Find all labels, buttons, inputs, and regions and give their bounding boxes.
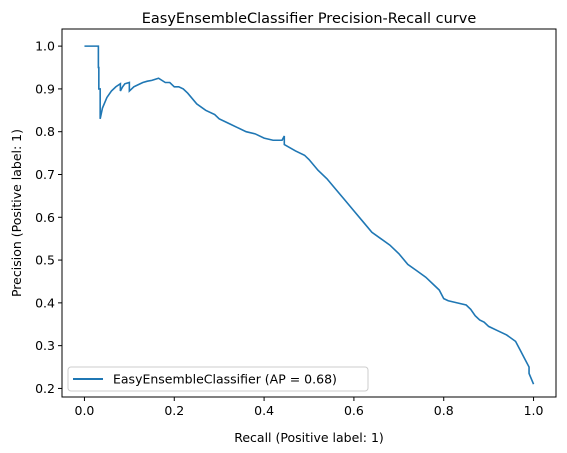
x-tick-label: 1.0 xyxy=(524,403,544,418)
x-tick-label: 0.2 xyxy=(164,403,184,418)
y-tick-label: 0.2 xyxy=(35,381,55,396)
y-tick-label: 0.4 xyxy=(35,295,55,310)
x-tick-label: 0.6 xyxy=(344,403,364,418)
series-layer xyxy=(84,45,535,385)
y-tick-label: 0.5 xyxy=(35,253,55,268)
y-tick-label: 0.6 xyxy=(35,210,55,225)
x-tick-label: 0.0 xyxy=(75,403,95,418)
y-tick-label: 0.9 xyxy=(35,81,55,96)
legend-label: EasyEnsembleClassifier (AP = 0.68) xyxy=(113,372,337,387)
x-tick-label: 0.8 xyxy=(434,403,454,418)
y-tick-label: 0.3 xyxy=(35,338,55,353)
x-axis: 0.0 0.2 0.4 0.6 0.8 1.0 xyxy=(75,397,544,418)
y-axis: 0.2 0.3 0.4 0.5 0.6 0.7 0.8 0.9 1.0 xyxy=(35,39,62,396)
y-tick-label: 1.0 xyxy=(35,39,55,54)
x-axis-title: Recall (Positive label: 1) xyxy=(234,430,384,445)
plot-area-frame xyxy=(61,28,557,398)
y-axis-title: Precision (Positive label: 1) xyxy=(9,129,24,297)
y-tick-label: 0.8 xyxy=(35,124,55,139)
legend: EasyEnsembleClassifier (AP = 0.68) xyxy=(67,366,369,392)
x-tick-label: 0.4 xyxy=(254,403,274,418)
legend-box xyxy=(67,366,369,392)
y-tick-label: 0.7 xyxy=(35,167,55,182)
series-line xyxy=(84,45,535,385)
chart-title: EasyEnsembleClassifier Precision-Recall … xyxy=(142,11,477,27)
